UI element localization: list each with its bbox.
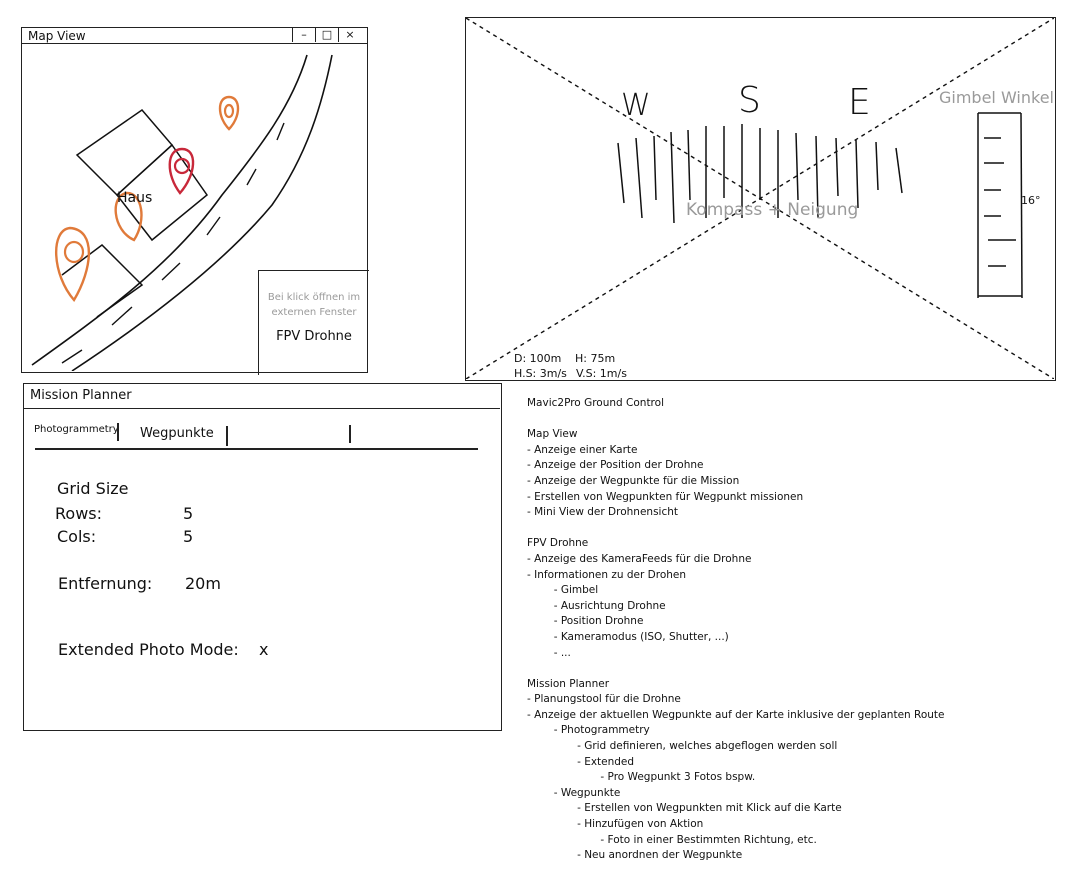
cols-value[interactable]: 5 xyxy=(183,527,194,546)
cols-label: Cols: xyxy=(57,527,97,546)
map-view-title: Map View xyxy=(28,29,86,43)
note-line: - Anzeige der Wegpunkte für die Mission xyxy=(527,474,740,487)
note-line xyxy=(527,661,1047,677)
note-line: - ... xyxy=(527,646,571,659)
note-line: - Foto in einer Bestimmten Richtung, etc… xyxy=(527,833,817,846)
compass-ticks xyxy=(617,124,903,224)
telemetry-v-speed: V.S: 1m/s xyxy=(576,367,627,380)
mission-planner-window: Mission Planner xyxy=(23,383,502,731)
tab-bar-underline xyxy=(35,448,478,450)
note-line: Map View xyxy=(527,428,578,441)
gimbel-angle: 16° xyxy=(1021,194,1041,207)
telemetry-height: H: 75m xyxy=(575,352,616,365)
note-line: Mission Planner xyxy=(527,677,610,690)
tab-divider xyxy=(226,426,228,446)
tab-divider xyxy=(117,423,119,441)
mission-planner-title: Mission Planner xyxy=(30,388,132,403)
compass-letter-west: W xyxy=(621,88,651,123)
maximize-button[interactable]: □ xyxy=(315,28,338,42)
note-line xyxy=(527,521,1047,537)
compass-label: Kompass + Neigung xyxy=(686,200,859,220)
extended-photo-mode-label: Extended Photo Mode: xyxy=(58,640,239,659)
map-canvas[interactable] xyxy=(22,45,366,371)
fpv-hint-text: Bei klick öffnen im externen Fenster xyxy=(267,292,361,318)
note-line: - Anzeige des KameraFeeds für die Drohne xyxy=(527,552,752,565)
note-line: - Gimbel xyxy=(527,584,599,597)
note-line: - Erstellen von Wegpunkten für Wegpunkt … xyxy=(527,490,804,503)
note-line: - Planungstool für die Drohne xyxy=(527,693,681,706)
note-line: - Anzeige der Position der Drohne xyxy=(527,459,704,472)
map-view-titlebar: Map View – □ × xyxy=(22,28,367,44)
note-line: - Extended xyxy=(527,755,635,768)
note-line: - Anzeige einer Karte xyxy=(527,443,638,456)
tab-wegpunkte[interactable]: Wegpunkte xyxy=(140,426,214,441)
rows-label: Rows: xyxy=(55,504,102,523)
extended-photo-mode-checkbox[interactable]: x xyxy=(259,640,269,659)
map-view-window: Map View – □ × Haus xyxy=(21,27,369,375)
compass-letter-south: S xyxy=(738,80,761,121)
fpv-mini-view[interactable]: Bei klick öffnen im externen Fenster FPV… xyxy=(258,270,369,375)
fpv-mini-label: FPV Drohne xyxy=(276,329,352,344)
note-line: - Wegpunkte xyxy=(527,786,621,799)
waypoint-marker[interactable] xyxy=(218,95,240,131)
requirements-notes: Mavic2Pro Ground Control Map View - Anzeig… xyxy=(527,396,1047,864)
tab-photogrammetry[interactable]: Photogrammetry xyxy=(34,424,119,435)
rows-value[interactable]: 5 xyxy=(183,504,194,523)
road-center-line xyxy=(61,122,285,364)
note-line: - Anzeige der aktuellen Wegpunkte auf de… xyxy=(527,708,945,721)
note-line: - Photogrammetry xyxy=(527,724,650,737)
drone-position-marker[interactable] xyxy=(168,147,195,195)
window-controls: – □ × xyxy=(292,28,361,44)
fpv-placeholder-cross xyxy=(466,18,1054,379)
waypoint-marker[interactable] xyxy=(55,226,90,303)
telemetry-h-speed: H.S: 3m/s xyxy=(514,367,567,380)
road-right-edge xyxy=(71,54,333,371)
note-line: - Neu anordnen der Wegpunkte xyxy=(527,849,743,862)
house-lower-outline xyxy=(61,244,144,318)
note-line: - Position Drohne xyxy=(527,615,644,628)
note-line: - Erstellen von Wegpunkten mit Klick auf… xyxy=(527,802,842,815)
note-line xyxy=(527,412,1047,428)
note-line: FPV Drohne xyxy=(527,537,589,550)
note-line: - Hinzufügen von Aktion xyxy=(527,818,704,831)
note-line: Mavic2Pro Ground Control xyxy=(527,397,664,409)
road-left-edge xyxy=(31,54,308,366)
note-line: - Kameramodus (ISO, Shutter, ...) xyxy=(527,630,729,643)
note-line: - Pro Wegpunkt 3 Fotos bspw. xyxy=(527,771,756,784)
note-line: - Grid definieren, welches abgeflogen we… xyxy=(527,740,838,753)
mission-planner-titlebar: Mission Planner xyxy=(24,384,500,409)
compass-letter-east: E xyxy=(848,82,871,123)
gimbel-label: Gimbel Winkel xyxy=(939,88,1054,107)
building-outline xyxy=(75,108,174,197)
fpv-view-window: W S E Kompass + Neigung Gimbel Winkel 16… xyxy=(465,17,1056,381)
close-button[interactable]: × xyxy=(338,28,361,42)
gimbel-scale xyxy=(977,112,1023,299)
minimize-button[interactable]: – xyxy=(292,28,315,42)
note-line: - Mini View der Drohnensicht xyxy=(527,506,678,519)
tab-divider xyxy=(349,425,351,443)
grid-size-heading: Grid Size xyxy=(57,479,129,498)
distance-value[interactable]: 20m xyxy=(185,574,221,593)
distance-label: Entfernung: xyxy=(58,574,153,593)
house-waypoint-marker[interactable] xyxy=(114,191,143,242)
house-label: Haus xyxy=(117,190,153,206)
note-line: - Ausrichtung Drohne xyxy=(527,599,666,612)
note-line: - Informationen zu der Drohen xyxy=(527,568,687,581)
telemetry-distance: D: 100m xyxy=(514,352,562,365)
